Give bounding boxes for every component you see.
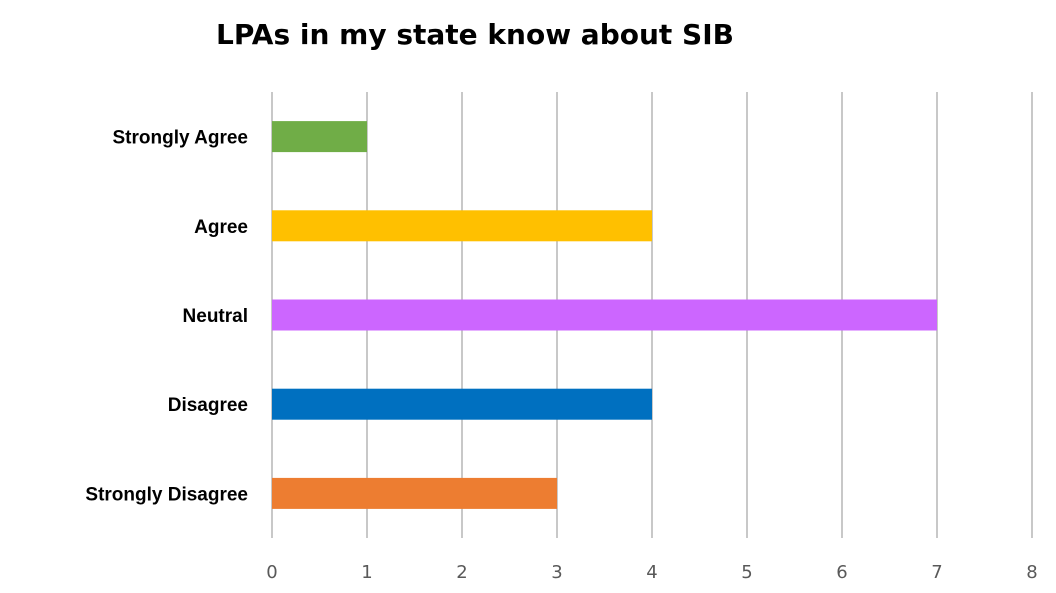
- x-tick-label: 6: [836, 562, 847, 583]
- category-label: Strongly Agree: [113, 128, 249, 149]
- x-tick-label: 7: [931, 562, 942, 583]
- category-labels: Strongly Agree Agree Neutral Disagree Strong…: [85, 128, 248, 506]
- category-label: Agree: [194, 217, 248, 238]
- category-label: Strongly Disagree: [85, 484, 248, 505]
- x-tick-label: 3: [551, 562, 562, 583]
- x-tick-label: 2: [456, 562, 467, 583]
- bar-strongly-agree: [272, 121, 367, 153]
- bar-neutral: [272, 299, 937, 331]
- bar-strongly-disagree: [272, 477, 557, 509]
- x-tick-label: 5: [741, 562, 752, 583]
- chart-title: LPAs in my state know about SIB: [216, 18, 734, 51]
- x-tick-label: 4: [646, 562, 657, 583]
- x-tick-labels: 0 1 2 3 4 5 6 7 8: [266, 562, 1037, 583]
- x-tick-label: 0: [266, 562, 277, 583]
- bar-disagree: [272, 388, 652, 420]
- x-tick-label: 1: [361, 562, 372, 583]
- category-label: Disagree: [168, 395, 248, 416]
- bars: [272, 121, 937, 509]
- x-tick-label: 8: [1026, 562, 1037, 583]
- bar-agree: [272, 210, 652, 242]
- category-label: Neutral: [183, 306, 248, 327]
